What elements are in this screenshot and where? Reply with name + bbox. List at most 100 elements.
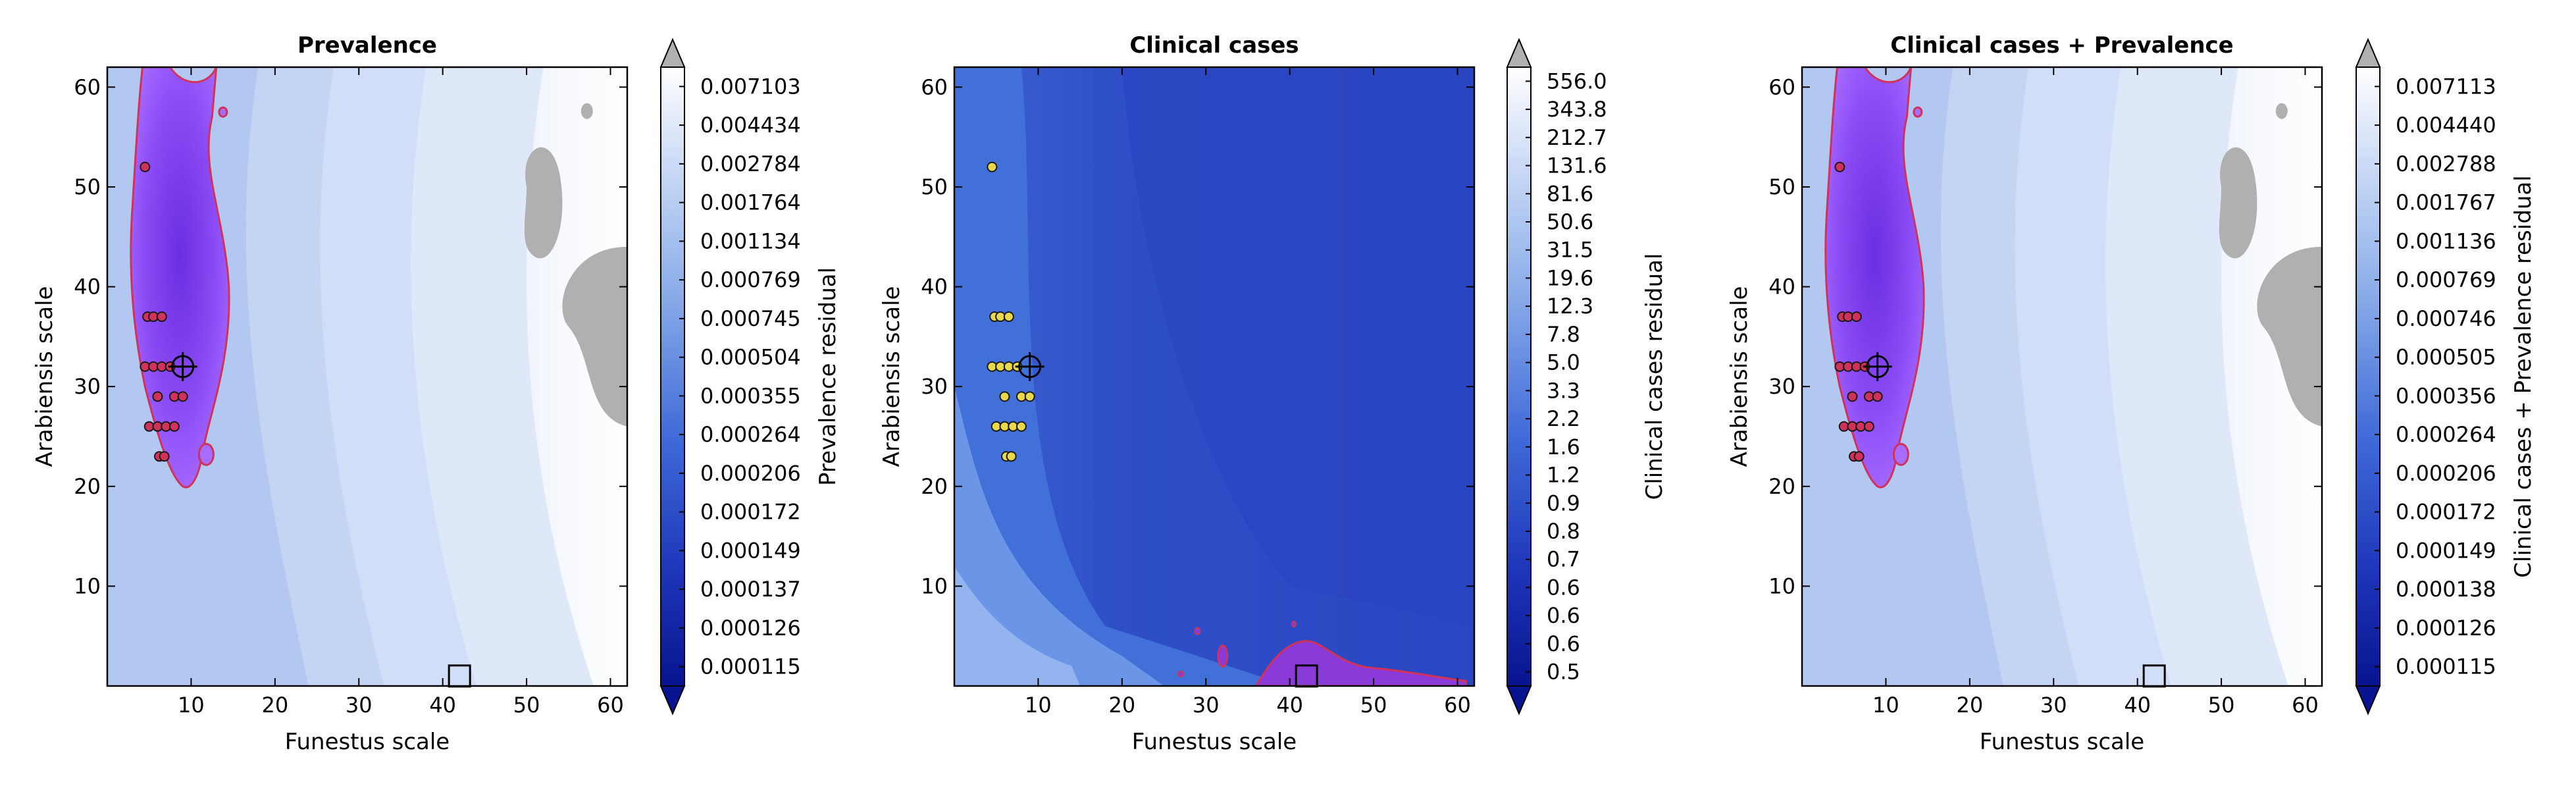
- x-tick-label: 30: [1193, 693, 1220, 718]
- colorbar-tick-label: 0.6: [1547, 603, 1580, 628]
- y-tick-label: 30: [921, 374, 948, 399]
- colorbar-extend-bottom: [659, 685, 686, 716]
- x-tick-label: 10: [1025, 693, 1052, 718]
- colorbar-extend-top: [2355, 38, 2381, 68]
- x-tick-label: 40: [1276, 693, 1303, 718]
- y-tick-label: 50: [921, 174, 948, 199]
- colorbar-tick-label: 5.0: [1547, 350, 1580, 375]
- x-tick-label: 50: [2208, 693, 2235, 718]
- data-marker: [1851, 311, 1862, 323]
- x-tick-label: 60: [597, 693, 624, 718]
- y-tick-label: 60: [74, 74, 101, 99]
- colorbar-tick-label: 0.8: [1547, 519, 1580, 544]
- colorbar-tick-label: 343.8: [1547, 97, 1607, 122]
- data-marker: [140, 161, 151, 172]
- data-marker: [1847, 391, 1858, 402]
- data-marker: [152, 391, 163, 402]
- x-tick-label: 20: [1956, 693, 1983, 718]
- x-tick-label: 60: [1444, 693, 1471, 718]
- chart-title: Prevalence: [297, 32, 437, 59]
- axes-frame: [106, 66, 629, 687]
- chart-title: Clinical cases: [1129, 32, 1299, 59]
- y-tick-label: 30: [1768, 374, 1795, 399]
- colorbar-tick-label: 0.000126: [2396, 616, 2496, 641]
- x-tick-label: 30: [346, 693, 373, 718]
- x-tick-label: 50: [513, 693, 540, 718]
- colorbar-extend-bottom: [1506, 685, 1532, 716]
- y-tick-label: 10: [921, 573, 948, 598]
- colorbar-tick-label: 0.001136: [2396, 228, 2496, 253]
- data-marker: [1006, 451, 1017, 462]
- panel-1: 10 20 30 40 50 60 10 20 30 40 50 60 Prevalence Funest…: [32, 32, 841, 755]
- colorbar-extend-top: [1506, 38, 1532, 68]
- contour-band: [954, 566, 1081, 686]
- colorbar-tick-label: 0.007103: [700, 74, 801, 99]
- x-tick-label: 10: [178, 693, 205, 718]
- y-tick-label: 60: [1768, 74, 1795, 99]
- colorbar-label: Clinical cases + Prevalence residual: [2510, 175, 2537, 577]
- grey-region: [524, 147, 563, 259]
- contour-band: [1121, 67, 1474, 627]
- colorbar-tick-label: 0.001134: [700, 228, 801, 253]
- colorbar-tick-label: 556.0: [1547, 68, 1607, 93]
- x-tick-label: 40: [2124, 693, 2151, 718]
- colorbar-tick-label: 0.004440: [2396, 113, 2496, 138]
- data-marker: [1024, 391, 1035, 402]
- colorbar-tick-label: 0.000769: [700, 267, 801, 292]
- colorbar-tick-label: 0.000356: [2396, 383, 2496, 408]
- colorbar-tick-label: 0.000355: [700, 383, 801, 408]
- colorbar-tick-label: 0.000769: [2396, 267, 2496, 292]
- colorbar-tick-label: 0.000745: [700, 306, 801, 331]
- colorbar-tick-label: 31.5: [1547, 238, 1593, 263]
- panel-2: 10 20 30 40 50 60 10 20 30 40 50 60 Clinical cases Fu…: [879, 32, 1668, 755]
- data-marker: [1016, 421, 1027, 432]
- colorbar-label: Clinical cases residual: [1641, 253, 1668, 500]
- y-tick-label: 10: [1768, 573, 1795, 598]
- colorbar-tick-label: 0.000746: [2396, 306, 2496, 331]
- colorbar-tick-label: 0.000264: [2396, 422, 2496, 447]
- colorbar-tick-label: 0.000115: [2396, 654, 2496, 679]
- y-axis-label: Arabiensis scale: [879, 286, 905, 467]
- colorbar-tick-label: 0.000206: [2396, 461, 2496, 486]
- data-marker: [156, 311, 167, 323]
- highlight-region: [1177, 670, 1185, 677]
- contour-band: [954, 67, 1290, 686]
- colorbar-tick-label: 0.001764: [700, 190, 801, 215]
- highlight-region: [1913, 106, 1923, 118]
- chart-title: Clinical cases + Prevalence: [1890, 32, 2234, 59]
- data-marker: [1872, 391, 1883, 402]
- data-marker: [1863, 421, 1874, 432]
- colorbar-body: [1507, 66, 1532, 687]
- y-axis-label: Arabiensis scale: [32, 286, 58, 467]
- colorbar-tick-label: 0.000504: [700, 345, 801, 370]
- data-marker: [177, 391, 188, 402]
- colorbar-body: [2356, 66, 2381, 687]
- colorbar-tick-label: 0.007113: [2396, 74, 2496, 99]
- y-tick-label: 30: [74, 374, 101, 399]
- y-tick-label: 40: [921, 275, 948, 300]
- colorbar-tick-label: 19.6: [1547, 265, 1593, 290]
- colorbar-tick-label: 0.000505: [2396, 345, 2496, 370]
- grey-region: [580, 103, 593, 119]
- colorbar: 556.0 343.8 212.7 131.6 81.6 50.6 31.519.6 12.3…: [1506, 38, 1668, 716]
- grey-region: [562, 246, 627, 427]
- y-tick-label: 40: [1768, 275, 1795, 300]
- highlight-region: [1194, 627, 1201, 635]
- colorbar-tick-label: 0.000137: [700, 577, 801, 602]
- colorbar-tick-label: 0.6: [1547, 575, 1580, 600]
- grey-region: [2275, 103, 2288, 119]
- contour-band: [954, 386, 1164, 686]
- grey-region: [2219, 147, 2257, 259]
- colorbar-tick-label: 0.002788: [2396, 151, 2496, 176]
- x-tick-label: 40: [429, 693, 456, 718]
- colorbar-tick-label: 0.000149: [2396, 538, 2496, 563]
- x-tick-label: 50: [1360, 693, 1387, 718]
- highlight-region: [1291, 621, 1297, 627]
- colorbar-tick-label: 0.000138: [2396, 577, 2496, 602]
- axes-frame: [953, 66, 1476, 687]
- colorbar-tick-label: 2.2: [1547, 406, 1580, 431]
- x-axis-label: Funestus scale: [1132, 729, 1297, 755]
- x-axis-label: Funestus scale: [1980, 729, 2144, 755]
- y-tick-label: 40: [74, 275, 101, 300]
